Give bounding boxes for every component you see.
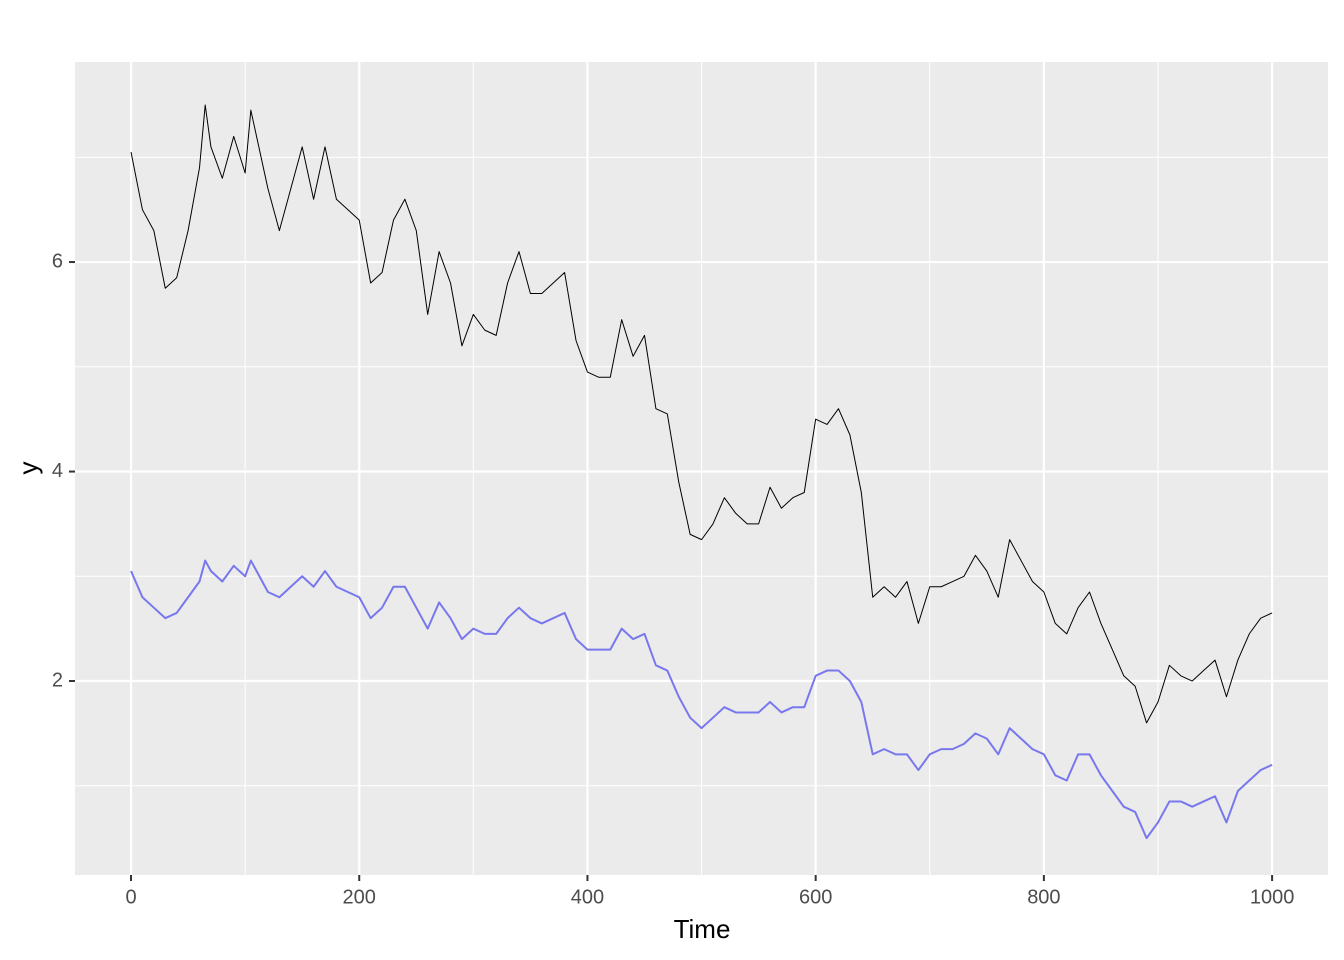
x-tick-label: 400	[571, 886, 604, 908]
series-line	[130, 559, 1273, 840]
x-tick-label: 600	[799, 886, 832, 908]
series-line	[130, 104, 1273, 724]
y-tick-label: 6	[52, 250, 63, 272]
x-axis-label: Time	[674, 914, 731, 944]
y-tick-label: 4	[52, 460, 63, 482]
x-tick-label: 1000	[1250, 886, 1295, 908]
y-axis-label: y	[13, 462, 43, 475]
x-tick-label: 0	[125, 886, 136, 908]
y-tick-label: 2	[52, 669, 63, 691]
x-tick-label: 800	[1027, 886, 1060, 908]
x-tick-label: 200	[343, 886, 376, 908]
